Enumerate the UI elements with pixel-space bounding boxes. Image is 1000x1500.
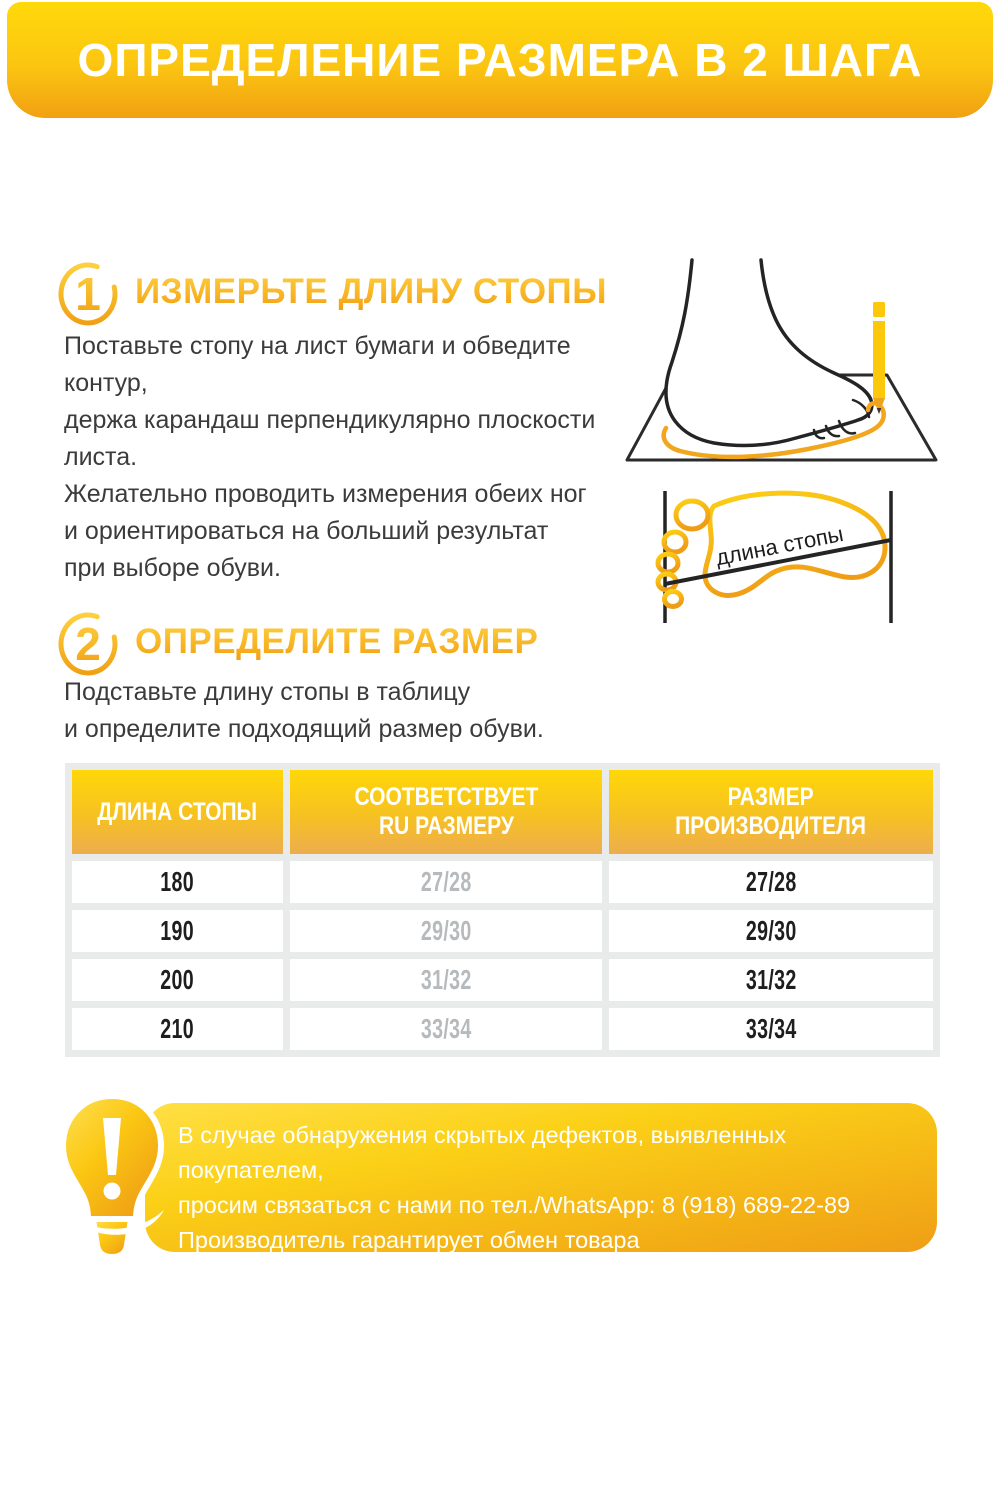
cell-foot-length: 200 bbox=[72, 959, 283, 1001]
exclamation-bar bbox=[103, 1118, 121, 1175]
exclamation-dot bbox=[103, 1182, 121, 1200]
size-table: ДЛИНА СТОПЫ СООТВЕТСТВУЕТ RU РАЗМЕРУ РАЗ… bbox=[65, 763, 940, 1057]
toe-lines bbox=[812, 398, 871, 440]
column-header-ru-size: СООТВЕТСТВУЕТ RU РАЗМЕРУ bbox=[290, 770, 602, 854]
cell-foot-length: 180 bbox=[72, 861, 283, 903]
column-header-foot-length: ДЛИНА СТОПЫ bbox=[72, 770, 283, 854]
warranty-note: В случае обнаружения скрытых дефектов, в… bbox=[145, 1103, 937, 1288]
warranty-note-text: В случае обнаружения скрытых дефектов, в… bbox=[178, 1122, 851, 1288]
step-1-number: 1 bbox=[75, 268, 101, 320]
cell-manufacturer-size: 27/28 bbox=[609, 861, 933, 903]
cell-foot-length: 210 bbox=[72, 1008, 283, 1050]
step-2-number-badge: 2 bbox=[58, 612, 118, 676]
cell-ru-size: 31/32 bbox=[290, 959, 602, 1001]
header-banner: ОПРЕДЕЛЕНИЕ РАЗМЕРА В 2 ШАГА bbox=[7, 2, 993, 118]
footprint-outline bbox=[655, 490, 888, 609]
column-header-manufacturer-size: РАЗМЕР ПРОИЗВОДИТЕЛЯ bbox=[609, 770, 933, 854]
step-1-number-badge: 1 bbox=[58, 262, 118, 326]
cell-manufacturer-size: 29/30 bbox=[609, 910, 933, 952]
step-2-description: Подставьте длину стопы в таблицу и опред… bbox=[64, 678, 544, 743]
cell-foot-length: 190 bbox=[72, 910, 283, 952]
lightbulb-icon bbox=[60, 1093, 164, 1260]
cell-ru-size: 27/28 bbox=[290, 861, 602, 903]
page-title: ОПРЕДЕЛЕНИЕ РАЗМЕРА В 2 ШАГА bbox=[77, 34, 923, 86]
step-2-number: 2 bbox=[75, 618, 101, 670]
length-measure-line bbox=[664, 538, 892, 586]
bulb-highlight bbox=[60, 1210, 164, 1235]
foot-length-diagram: длина стопы bbox=[655, 490, 893, 623]
step-2-title: ОПРЕДЕЛИТЕ РАЗМЕР bbox=[135, 622, 539, 661]
pencil-icon bbox=[873, 302, 885, 414]
cell-manufacturer-size: 33/34 bbox=[609, 1008, 933, 1050]
foot-on-paper-illustration bbox=[625, 258, 938, 462]
cell-manufacturer-size: 31/32 bbox=[609, 959, 933, 1001]
step-1-description: Поставьте стопу на лист бумаги и обведит… bbox=[64, 332, 596, 582]
cell-ru-size: 29/30 bbox=[290, 910, 602, 952]
cell-ru-size: 33/34 bbox=[290, 1008, 602, 1050]
step-1-title: ИЗМЕРЬТЕ ДЛИНУ СТОПЫ bbox=[135, 272, 607, 311]
foot-outline bbox=[664, 258, 874, 448]
